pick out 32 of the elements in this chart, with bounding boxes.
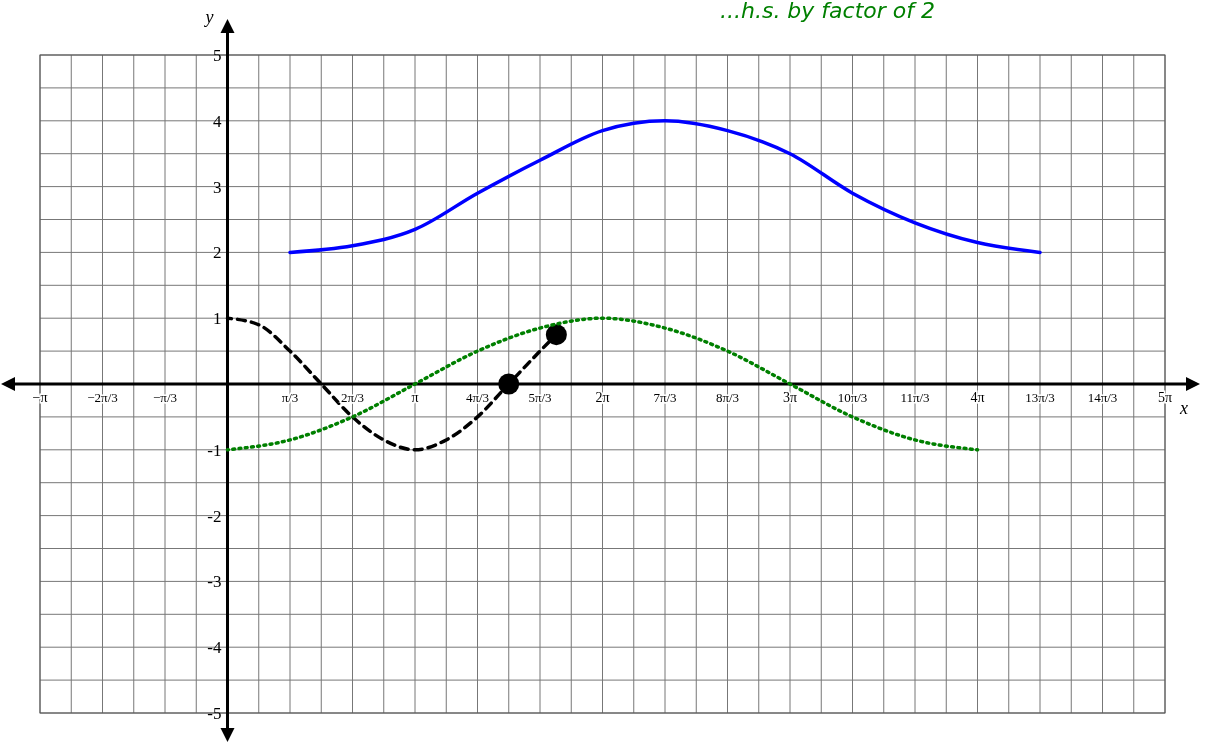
x-axis-title: x: [1179, 398, 1188, 418]
x-tick-label: 8π/3: [715, 390, 740, 405]
y-tick-label: 3: [213, 177, 222, 197]
y-tick-label: 4: [213, 111, 222, 131]
x-tick-label: 2π/3: [340, 390, 365, 405]
x-tick-label: π/3: [281, 390, 299, 405]
x-tick-label: 7π/3: [653, 390, 677, 405]
y-axis-title: y: [203, 7, 214, 27]
line-series: [288, 119, 1042, 255]
x-tick-label: 4π/3: [465, 390, 490, 405]
x-tick-label: −π/3: [152, 390, 178, 405]
y-tick-label: -1: [207, 440, 222, 460]
x-tick-label: π: [411, 390, 419, 405]
x-tick-label: 3π: [782, 390, 798, 405]
x-tick-label: −2π/3: [87, 390, 118, 405]
x-tick-label: 4π: [970, 390, 985, 405]
x-tick-label: 5π/3: [528, 390, 552, 405]
x-tick-label: −π: [32, 390, 48, 405]
y-tick-label: 5: [213, 46, 222, 65]
text: ...h.s. by factor of 2: [720, 0, 935, 23]
y-tick-label: -3: [207, 572, 222, 592]
x-tick-label: 11π/3: [900, 390, 930, 405]
x-tick-label: 5π: [1157, 390, 1173, 405]
x-tick-label: 10π/3: [837, 390, 868, 405]
y-tick-label: -2: [207, 506, 222, 526]
x-tick-label: 13π/3: [1025, 390, 1055, 405]
y-tick-label: 2: [213, 243, 222, 263]
x-tick-label: 2π: [595, 390, 610, 405]
x-tick-label: 14π/3: [1087, 390, 1118, 405]
y-tick-label: 1: [213, 309, 222, 329]
y-tick-label: -5: [207, 704, 222, 723]
y-tick-label: -4: [207, 638, 222, 658]
